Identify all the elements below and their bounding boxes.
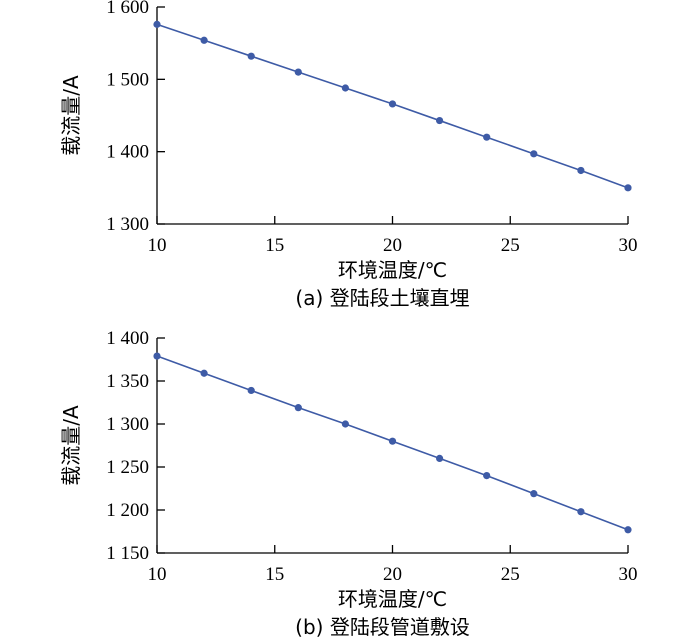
data-point [624, 526, 632, 534]
y-tick-label: 1 350 [106, 371, 149, 392]
data-point [294, 68, 302, 76]
y-tick-label: 1 400 [106, 328, 149, 349]
data-point [577, 166, 585, 175]
x-tick-label: 20 [383, 235, 402, 256]
x-tick-label: 25 [501, 235, 520, 256]
x-tick-label: 20 [383, 564, 402, 585]
data-point [436, 116, 444, 125]
y-tick-label: 1 300 [106, 214, 149, 235]
data-point [436, 454, 444, 462]
data-point [577, 508, 585, 516]
x-tick-label: 10 [148, 235, 167, 256]
y-tick-label: 1 150 [106, 543, 149, 564]
chart-panel-a: 1 300 1 400 1 500 1 600 10 15 20 25 30 环境温度/℃ 载流量/… [59, 0, 638, 310]
x-tick-label: 15 [265, 564, 284, 585]
y-axis-label: 载流量/A [59, 405, 83, 486]
y-tick-label: 1 400 [106, 142, 149, 163]
data-point [247, 52, 255, 60]
panel-caption: (a) 登陆段土壤直埋 [295, 286, 469, 310]
data-point [294, 404, 302, 412]
y-tick-label: 1 300 [106, 414, 149, 435]
data-point [483, 133, 491, 141]
y-axis-label: 载流量/A [59, 75, 83, 156]
data-point [624, 184, 632, 192]
data-point [530, 150, 538, 158]
x-tick-label: 30 [619, 235, 638, 256]
y-tick-label: 1 600 [106, 0, 149, 18]
x-tick-label: 15 [265, 235, 284, 256]
data-point [388, 437, 397, 445]
x-tick-label: 10 [148, 564, 167, 585]
chart-panel-b: 1 150 1 200 1 250 1 300 1 350 1 400 10 15 20 25 30… [59, 328, 638, 639]
data-point [153, 20, 161, 28]
panel-caption: (b) 登陆段管道敷设 [295, 615, 470, 639]
data-point [200, 36, 208, 44]
x-axis-label: 环境温度/℃ [338, 587, 447, 611]
y-tick-label: 1 250 [106, 457, 149, 478]
data-point [247, 386, 255, 395]
x-axis-label: 环境温度/℃ [338, 258, 447, 282]
data-point [341, 84, 349, 92]
data-point [153, 352, 161, 360]
x-tick-label: 30 [619, 564, 638, 585]
y-tick-label: 1 200 [106, 500, 149, 521]
data-point [530, 490, 538, 498]
data-point [483, 472, 491, 480]
y-tick-label: 1 500 [106, 69, 149, 90]
data-point [200, 369, 208, 377]
data-point [341, 420, 349, 428]
x-tick-label: 25 [501, 564, 520, 585]
data-point [388, 100, 397, 108]
